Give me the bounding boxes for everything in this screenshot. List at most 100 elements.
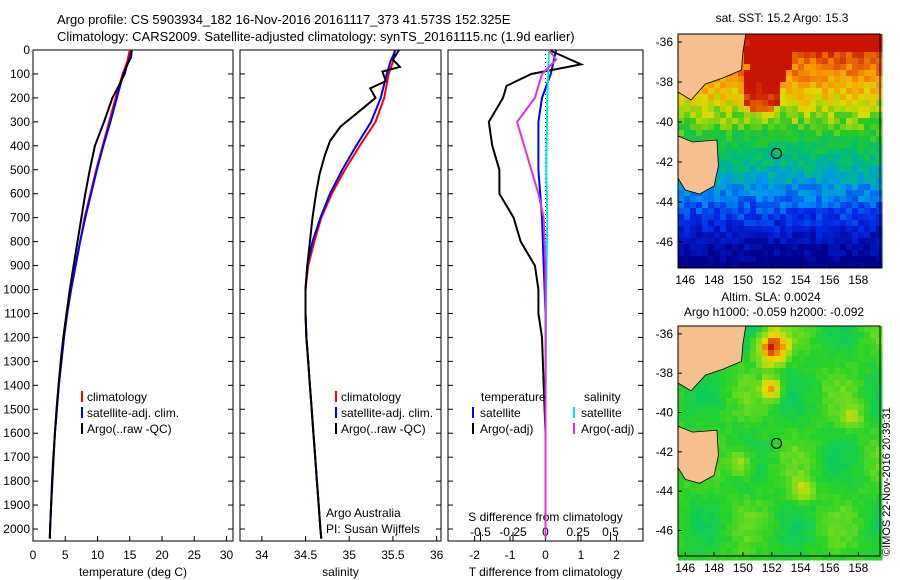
map-cell — [678, 124, 685, 131]
map-cell — [684, 262, 691, 269]
map-cell — [774, 88, 781, 95]
map-cell — [738, 440, 745, 447]
map-cell — [726, 536, 733, 543]
map-cell — [798, 34, 805, 41]
map-cell — [816, 332, 823, 339]
map-cell — [840, 88, 847, 95]
map-cell — [738, 530, 745, 537]
map-cell — [798, 256, 805, 263]
map-cell — [768, 524, 775, 531]
map-cell — [858, 166, 865, 173]
map-cell — [858, 196, 865, 203]
map-cell — [840, 404, 847, 411]
map-cell — [714, 208, 721, 215]
map-cell — [762, 452, 769, 459]
map-cell — [732, 226, 739, 233]
map-cell — [702, 494, 709, 501]
map-cell — [708, 518, 715, 525]
map-cell — [750, 410, 757, 417]
map-cell — [684, 422, 691, 429]
map-cell — [780, 220, 787, 227]
map-cell — [840, 52, 847, 59]
map-cell — [804, 100, 811, 107]
map-cell — [798, 58, 805, 65]
map-cell — [798, 374, 805, 381]
map-cell — [828, 548, 835, 555]
map-cell — [834, 344, 841, 351]
map-cell — [810, 488, 817, 495]
map-cell — [816, 166, 823, 173]
map-cell — [774, 184, 781, 191]
map-cell — [702, 488, 709, 495]
map-cell — [786, 100, 793, 107]
map-cell — [774, 172, 781, 179]
map-cell — [798, 40, 805, 47]
map-cell — [774, 214, 781, 221]
map-cell — [744, 362, 751, 369]
map-cell — [744, 130, 751, 137]
map-cell — [726, 458, 733, 465]
map-cell — [846, 64, 853, 71]
map-cell — [708, 488, 715, 495]
map-cell — [750, 190, 757, 197]
map-cell — [846, 494, 853, 501]
map-cell — [780, 458, 787, 465]
map-cell — [792, 94, 799, 101]
map-cell — [798, 52, 805, 59]
map-cell — [876, 344, 883, 351]
map-cell — [870, 488, 877, 495]
map-cell — [864, 428, 871, 435]
map-cell — [804, 542, 811, 549]
map-cell — [774, 166, 781, 173]
map-cell — [732, 554, 739, 561]
map-cell — [858, 404, 865, 411]
map-cell — [798, 232, 805, 239]
map-cell — [834, 184, 841, 191]
map-cell — [840, 220, 847, 227]
map-cell — [780, 446, 787, 453]
legend-label: Argo(..raw -QC) — [341, 422, 426, 436]
map-cell — [744, 166, 751, 173]
map-cell — [870, 542, 877, 549]
map-cell — [792, 202, 799, 209]
map-cell — [822, 196, 829, 203]
map-cell — [720, 410, 727, 417]
map-cell — [786, 190, 793, 197]
map-cell — [846, 338, 853, 345]
map-cell — [732, 166, 739, 173]
map-cell — [858, 362, 865, 369]
map-cell — [846, 554, 853, 561]
map-cell — [840, 190, 847, 197]
map-cell — [780, 148, 787, 155]
map-cell — [852, 94, 859, 101]
map-cell — [774, 190, 781, 197]
map-cell — [708, 82, 715, 89]
map-cell — [870, 172, 877, 179]
map-cell — [768, 52, 775, 59]
map-cell — [726, 238, 733, 245]
map-cell — [798, 344, 805, 351]
map-cell — [876, 88, 883, 95]
map-cell — [792, 494, 799, 501]
map-cell — [738, 464, 745, 471]
map-cell — [762, 446, 769, 453]
map-cell — [840, 118, 847, 125]
map-cell — [768, 250, 775, 257]
map-cell — [792, 458, 799, 465]
map-cell — [738, 82, 745, 89]
map-cell — [816, 76, 823, 83]
map-cell — [762, 244, 769, 251]
map-cell — [852, 422, 859, 429]
map-cell — [732, 482, 739, 489]
map-cell — [870, 368, 877, 375]
map-cell — [840, 362, 847, 369]
map-cell — [858, 256, 865, 263]
map-cell — [846, 214, 853, 221]
map-cell — [828, 136, 835, 143]
map-cell — [852, 58, 859, 65]
map-cell — [822, 232, 829, 239]
map-cell — [726, 166, 733, 173]
map-cell — [720, 166, 727, 173]
map-cell — [822, 482, 829, 489]
map-cell — [840, 512, 847, 519]
